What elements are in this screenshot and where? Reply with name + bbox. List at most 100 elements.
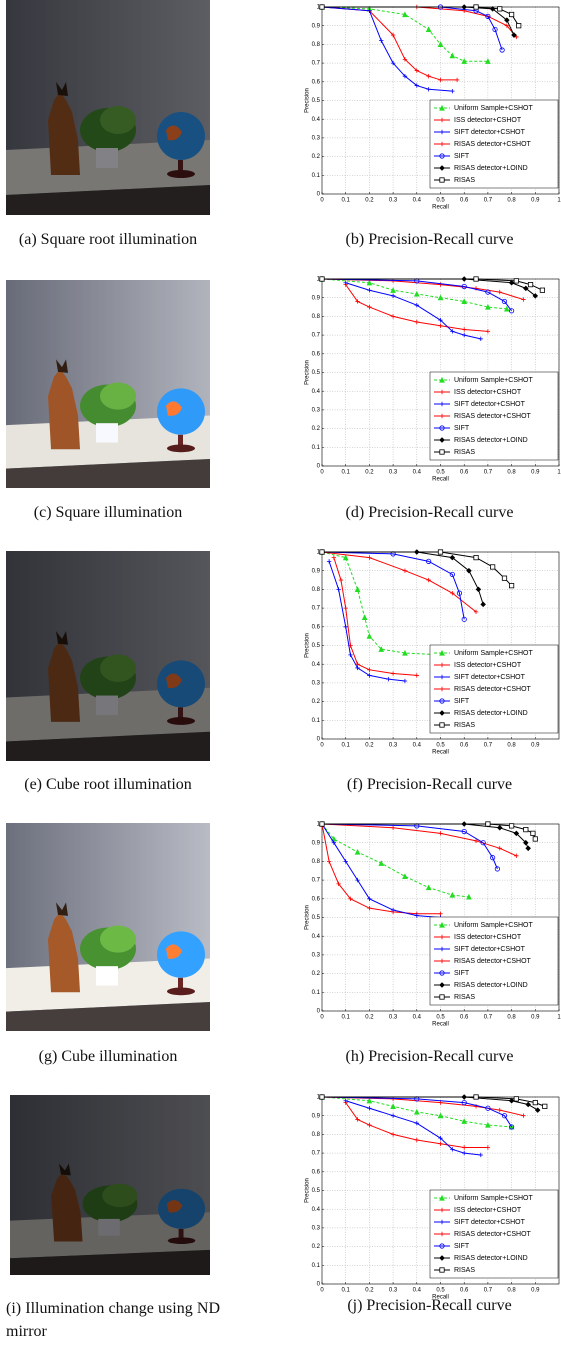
legend-label: RISAS detector+CSHOT	[454, 958, 532, 965]
marker	[319, 4, 325, 10]
marker	[454, 77, 460, 83]
x-tick-label: 0.5	[436, 470, 445, 476]
y-tick-label: 0.5	[312, 915, 321, 921]
legend-marker	[439, 376, 445, 383]
legend-label: RISAS	[454, 994, 475, 1001]
x-tick-label: 0.4	[413, 743, 422, 749]
legend-marker	[439, 994, 445, 1000]
marker	[485, 58, 491, 64]
marker	[513, 1096, 519, 1102]
x-tick-label: 0.9	[531, 470, 540, 476]
marker	[501, 575, 508, 581]
x-tick-label: 0.5	[436, 1288, 445, 1294]
marker	[490, 855, 496, 861]
marker	[478, 336, 483, 342]
y-axis-label: Precision	[305, 360, 311, 385]
marker	[319, 549, 325, 555]
marker	[461, 298, 468, 305]
marker	[402, 873, 408, 879]
marker	[402, 57, 408, 62]
y-tick-label: 0.2	[312, 1244, 321, 1250]
legend-label: SIFT detector+CSHOT	[454, 674, 526, 681]
marker	[450, 329, 455, 334]
y-tick-label: 0.5	[312, 1188, 321, 1194]
marker	[478, 1152, 483, 1158]
marker	[449, 571, 455, 578]
marker	[402, 678, 408, 684]
marker	[497, 289, 502, 295]
x-tick-label: 0.3	[389, 1288, 398, 1294]
marker	[523, 827, 529, 833]
marker	[437, 294, 444, 301]
x-tick-label: 0.7	[484, 743, 493, 749]
marker	[343, 605, 348, 611]
marker	[414, 68, 419, 73]
legend-marker	[439, 958, 445, 964]
marker	[414, 83, 419, 88]
legend-marker	[439, 1267, 445, 1273]
marker	[414, 1120, 419, 1126]
y-tick-label: 0.1	[312, 1263, 321, 1269]
marker	[426, 577, 431, 583]
x-tick-label: 0.3	[389, 1015, 398, 1021]
series-line	[333, 557, 417, 676]
y-tick-label: 0.6	[312, 896, 321, 902]
x-tick-label: 1	[557, 198, 561, 204]
legend-marker	[439, 165, 445, 171]
y-tick-label: 0.8	[312, 314, 321, 320]
y-tick-label: 0.3	[312, 1225, 321, 1231]
y-tick-label: 0.3	[312, 680, 321, 686]
marker	[390, 825, 396, 830]
marker	[513, 830, 520, 837]
marker	[390, 907, 396, 913]
marker	[414, 302, 419, 308]
marker	[354, 848, 361, 855]
y-tick-label: 0.8	[312, 859, 321, 865]
x-tick-label: 0.2	[365, 198, 374, 204]
marker	[462, 1150, 467, 1156]
legend-label: RISAS detector+LOIND	[454, 982, 528, 989]
y-axis-label: Precision	[305, 88, 311, 113]
marker	[509, 1124, 515, 1130]
x-tick-label: 0.8	[507, 1015, 516, 1021]
legend-label: RISAS detector+LOIND	[454, 1255, 528, 1262]
pr-chart: 0 0.1 0.2 0.3 0.4 0.5 0.6 0.7 0.8 0.9 1 0 0.1 0.2 0.3 0…	[305, 3, 561, 211]
x-tick-label: 0.9	[531, 1288, 540, 1294]
marker	[461, 828, 467, 835]
x-tick-label: 0.9	[531, 198, 540, 204]
x-tick-label: 0.2	[365, 1015, 374, 1021]
y-tick-label: 0.3	[312, 407, 321, 413]
marker	[525, 845, 531, 852]
y-tick-label: 0.4	[312, 1207, 321, 1213]
marker	[461, 1100, 467, 1106]
marker	[473, 555, 479, 561]
x-tick-label: 1	[557, 1015, 561, 1021]
marker	[425, 884, 432, 891]
x-tick-label: 0.3	[389, 198, 398, 204]
y-tick-label: 0.5	[312, 370, 321, 376]
marker	[523, 285, 529, 292]
x-tick-label: 0.4	[413, 1288, 422, 1294]
marker	[326, 559, 332, 564]
y-tick-label: 1	[317, 277, 321, 283]
marker	[485, 289, 491, 295]
marker	[504, 17, 510, 23]
legend-marker	[439, 1207, 445, 1213]
pr-chart: 0 0.1 0.2 0.3 0.4 0.5 0.6 0.7 0.8 0.9 1 0 0.1 0.2 0.3 0…	[305, 820, 561, 1028]
y-tick-label: 0.6	[312, 624, 321, 630]
y-tick-label: 0.4	[312, 662, 321, 668]
caption: (a) Square root illumination	[18, 231, 198, 248]
series-line	[321, 1096, 512, 1128]
x-tick-label: 0.2	[365, 743, 374, 749]
marker	[390, 287, 396, 293]
marker	[413, 290, 420, 297]
series-line	[321, 278, 524, 301]
x-tick-label: 0	[320, 1015, 324, 1021]
legend-label: RISAS detector+CSHOT	[454, 141, 532, 148]
legend-label: RISAS detector+LOIND	[454, 165, 528, 172]
marker	[342, 554, 349, 561]
legend-marker	[439, 413, 445, 419]
marker	[414, 319, 419, 325]
series-line	[328, 561, 406, 682]
series-line	[321, 551, 441, 656]
